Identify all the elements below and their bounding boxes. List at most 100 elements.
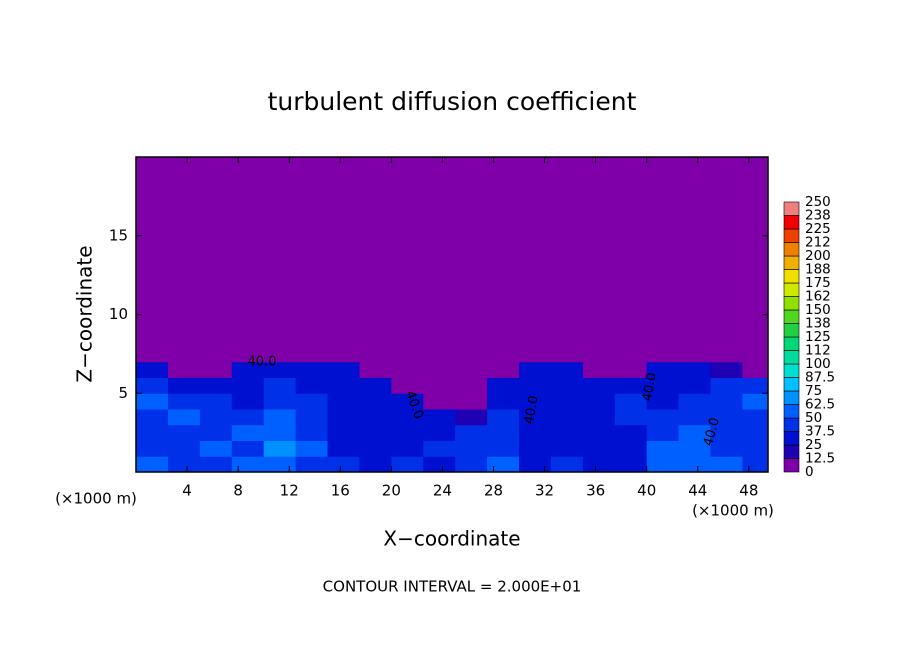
- cell: [455, 424, 488, 441]
- x-unit: (×1000 m): [55, 490, 137, 508]
- cell: [710, 424, 743, 441]
- cell: [455, 440, 488, 457]
- colorbar-box: [783, 269, 800, 284]
- colorbar-label: 50: [805, 410, 822, 426]
- chart-title: turbulent diffusion coefficient: [268, 87, 637, 116]
- cell: [263, 393, 297, 410]
- cell: [136, 456, 169, 473]
- cell: [455, 157, 488, 363]
- cell: [678, 424, 712, 441]
- cell: [199, 377, 233, 394]
- cell: [614, 424, 648, 441]
- colorbar-label: 225: [805, 221, 831, 237]
- colorbar-box: [783, 404, 800, 419]
- cell: [582, 157, 616, 363]
- cell: [327, 361, 360, 378]
- x-tick-label: 16: [331, 482, 350, 500]
- cell: [455, 361, 488, 378]
- cell: [327, 393, 360, 410]
- cell: [614, 409, 648, 426]
- cell: [263, 424, 297, 441]
- cell: [327, 440, 360, 457]
- x-tick-label: 20: [382, 482, 401, 500]
- cell: [423, 409, 456, 426]
- cell: [167, 361, 201, 378]
- cell: [742, 377, 769, 394]
- x-tick-label: 32: [535, 482, 554, 500]
- cell: [136, 440, 169, 457]
- cell: [295, 377, 329, 394]
- cell: [231, 440, 265, 457]
- cell: [582, 456, 616, 473]
- cell: [391, 440, 424, 457]
- cell: [519, 377, 552, 394]
- colorbar-label: 175: [805, 275, 831, 291]
- x-tick-label: 48: [739, 482, 758, 500]
- colorbar-box: [783, 309, 800, 324]
- colorbar-box: [783, 201, 800, 216]
- cell: [136, 393, 169, 410]
- cell: [487, 456, 520, 473]
- cell: [167, 377, 201, 394]
- colorbar-label: 188: [805, 262, 831, 278]
- x-tick-label: 28: [484, 482, 503, 500]
- cell: [519, 361, 552, 378]
- cell: [646, 424, 680, 441]
- contour-label: 40.0: [522, 394, 542, 425]
- cell: [710, 409, 743, 426]
- cell: [487, 393, 520, 410]
- cell: [582, 393, 616, 410]
- cell: [519, 157, 552, 363]
- cell: [646, 393, 680, 410]
- cell: [295, 393, 329, 410]
- cell: [423, 393, 456, 410]
- colorbar-box: [783, 377, 800, 392]
- cell: [231, 157, 265, 363]
- cell: [199, 361, 233, 378]
- cell: [167, 440, 201, 457]
- colorbar-label: 250: [805, 194, 831, 210]
- colorbar-label: 138: [805, 316, 831, 332]
- cell: [519, 393, 552, 410]
- colorbar-label: 112: [805, 343, 831, 359]
- x-axis-label: X−coordinate: [383, 527, 520, 551]
- colorbar-label: 75: [805, 383, 822, 399]
- cell: [359, 157, 392, 363]
- colorbar-box: [783, 282, 800, 297]
- cell: [327, 377, 360, 394]
- cell: [550, 456, 584, 473]
- cell: [423, 456, 456, 473]
- cell: [167, 393, 201, 410]
- cell: [550, 440, 584, 457]
- cell: [295, 157, 329, 363]
- colorbar-label: 150: [805, 302, 831, 318]
- cell: [295, 424, 329, 441]
- cell: [327, 456, 360, 473]
- cell: [550, 424, 584, 441]
- cell: [487, 440, 520, 457]
- cell: [550, 393, 584, 410]
- cell: [742, 409, 769, 426]
- cell: [136, 377, 169, 394]
- cell: [550, 157, 584, 363]
- colorbar-label: 212: [805, 235, 831, 251]
- contour-label: 40.0: [248, 355, 277, 370]
- cell: [646, 409, 680, 426]
- colorbar-box: [783, 350, 800, 365]
- cell: [263, 409, 297, 426]
- x-tick-label: 24: [433, 482, 452, 500]
- colorbar-box: [783, 323, 800, 338]
- cell: [646, 440, 680, 457]
- contour-label: 40.0: [640, 371, 660, 402]
- cell: [742, 157, 769, 363]
- colorbar-label: 238: [805, 208, 831, 224]
- y-tick-label: 15: [109, 226, 128, 244]
- cell: [582, 377, 616, 394]
- y-axis-label: Z−coordinate: [73, 245, 97, 382]
- cell: [423, 377, 456, 394]
- cell: [742, 440, 769, 457]
- cell: [519, 456, 552, 473]
- cell: [742, 424, 769, 441]
- cell: [136, 157, 169, 363]
- cell: [231, 377, 265, 394]
